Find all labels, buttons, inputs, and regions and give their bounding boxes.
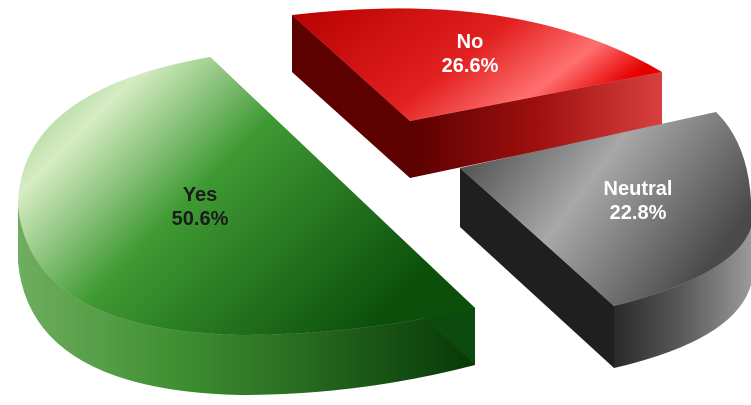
slice-yes-side: [18, 205, 475, 395]
slice-value-neutral: 22.8%: [610, 202, 667, 224]
slice-value-no: 26.6%: [442, 55, 499, 77]
slice-neutral-cut-face: [460, 168, 614, 368]
slice-yes-top: [18, 57, 475, 335]
slice-yes: [18, 57, 475, 395]
slice-no-top: [292, 8, 662, 121]
slice-label-yes: Yes: [183, 184, 217, 206]
slice-value-yes: 50.6%: [172, 208, 229, 230]
slice-no: [292, 8, 662, 178]
slice-neutral-top: [460, 112, 751, 306]
slice-label-neutral: Neutral: [604, 178, 673, 200]
slice-neutral: [460, 112, 751, 368]
slice-label-no: No: [457, 31, 484, 53]
slice-no-cut-face: [292, 15, 410, 178]
slice-no-side: [410, 72, 662, 178]
slice-neutral-side: [614, 228, 751, 368]
